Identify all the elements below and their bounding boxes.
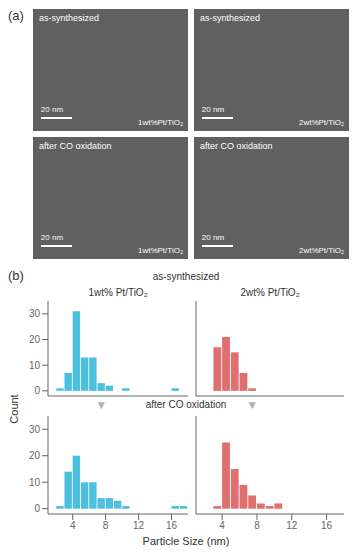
html-text:1wt%Pt/TiO₂: 1wt%Pt/TiO₂: [138, 118, 183, 127]
html-text:Count: Count: [8, 394, 20, 424]
html-text:after CO oxidation: after CO oxidation: [145, 399, 227, 410]
svg-text:16: 16: [166, 520, 178, 531]
svg-text:30: 30: [29, 424, 41, 435]
html-text:20 nm: 20 nm: [201, 232, 225, 242]
html-text:20 nm: 20 nm: [40, 104, 64, 114]
svg-text:16: 16: [321, 520, 333, 531]
svg-text:12: 12: [133, 520, 145, 531]
html-text:1wt% Pt/TiO₂: 1wt% Pt/TiO₂: [88, 287, 148, 298]
html-text:20 nm: 20 nm: [40, 232, 64, 242]
html-text:(a): (a): [8, 8, 24, 23]
svg-text:4: 4: [219, 520, 225, 531]
svg-text:12: 12: [286, 520, 298, 531]
html-text:1wt%Pt/TiO₂: 1wt%Pt/TiO₂: [138, 246, 183, 255]
html-text:Particle Size (nm): Particle Size (nm): [142, 535, 230, 547]
html-text:as-synthesized: as-synthesized: [152, 271, 220, 282]
html-text:as-synthesized: as-synthesized: [200, 13, 260, 23]
html-text:as-synthesized: as-synthesized: [39, 13, 99, 23]
svg-text:10: 10: [29, 360, 41, 371]
html-text:after CO oxidation: after CO oxidation: [200, 141, 273, 151]
svg-text:10: 10: [29, 477, 41, 488]
html-text:2wt%Pt/TiO₂: 2wt%Pt/TiO₂: [299, 118, 344, 127]
html-text:after CO oxidation: after CO oxidation: [39, 141, 112, 151]
svg-text:4: 4: [70, 520, 76, 531]
svg-text:20: 20: [29, 334, 41, 345]
html-text:20 nm: 20 nm: [201, 104, 225, 114]
svg-text:0: 0: [34, 385, 40, 396]
html-text:2wt%Pt/TiO₂: 2wt%Pt/TiO₂: [299, 246, 344, 255]
svg-text:8: 8: [103, 520, 109, 531]
svg-text:8: 8: [254, 520, 260, 531]
html-text:2wt% Pt/TiO₂: 2wt% Pt/TiO₂: [240, 287, 300, 298]
svg-text:20: 20: [29, 450, 41, 461]
svg-text:0: 0: [34, 503, 40, 514]
svg-text:30: 30: [29, 308, 41, 319]
html-text:(b): (b): [8, 268, 24, 283]
